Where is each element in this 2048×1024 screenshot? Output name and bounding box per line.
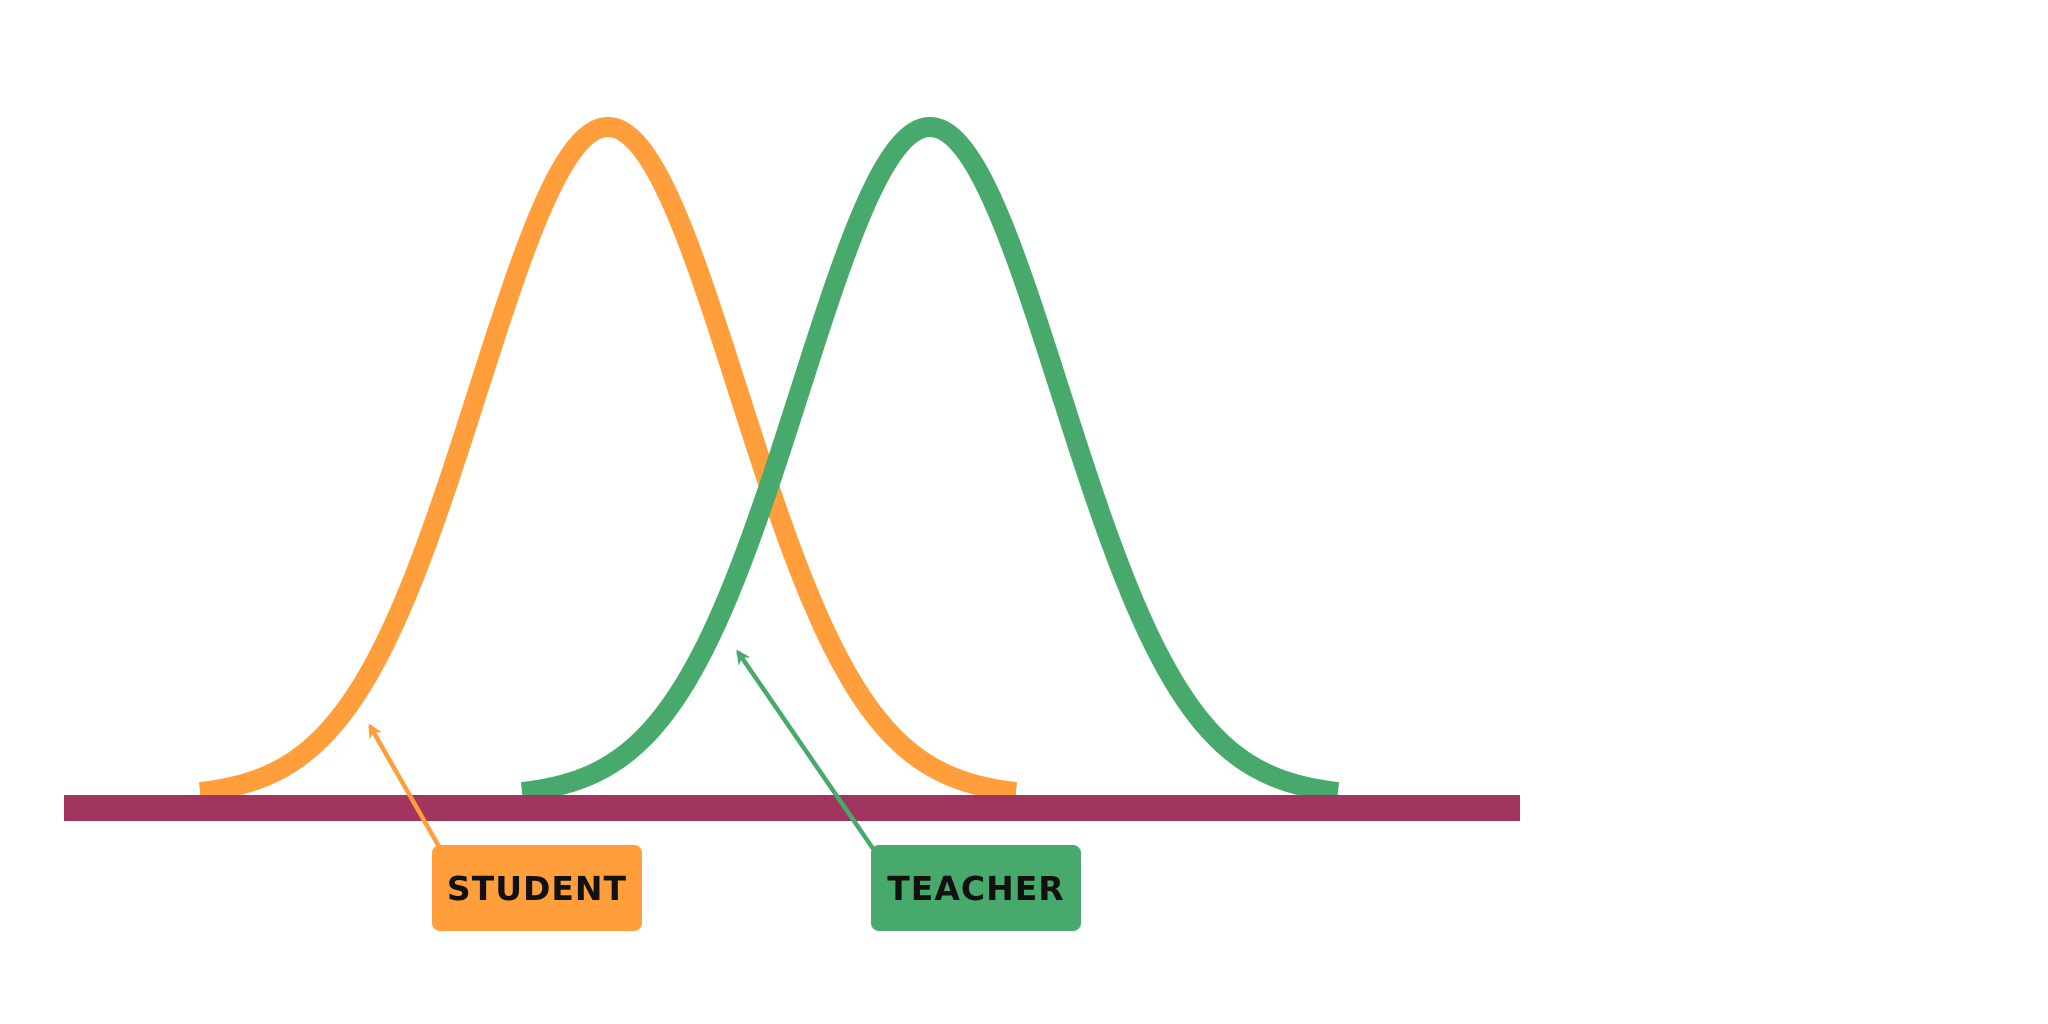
student-label-text: STUDENT [446, 868, 628, 908]
teacher-label-box: TEACHER [871, 845, 1081, 931]
student-distribution-curve [192, 117, 1024, 803]
teacher-pointer-arrow [736, 649, 878, 855]
student-label-box: STUDENT [432, 845, 642, 931]
baseline-bar [64, 795, 1520, 821]
teacher-label-text: TEACHER [887, 868, 1065, 908]
teacher-distribution-curve [514, 117, 1346, 803]
student-pointer-arrow [368, 723, 443, 852]
